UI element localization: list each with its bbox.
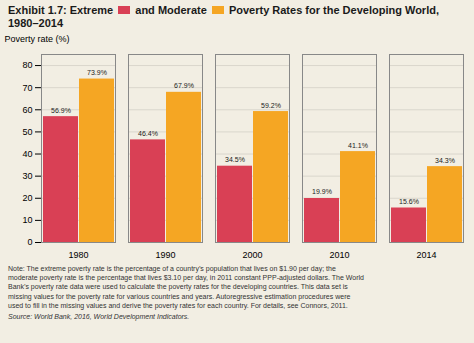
svg-text:20: 20 <box>22 193 32 203</box>
svg-text:0: 0 <box>27 237 32 247</box>
svg-text:34.5%: 34.5% <box>225 156 245 163</box>
svg-text:59.2%: 59.2% <box>261 102 281 109</box>
svg-text:60: 60 <box>22 105 32 115</box>
svg-text:19.9%: 19.9% <box>312 188 332 195</box>
svg-text:80: 80 <box>22 60 32 70</box>
svg-text:73.9%: 73.9% <box>87 69 107 76</box>
svg-text:50: 50 <box>22 127 32 137</box>
svg-text:2010: 2010 <box>329 250 349 260</box>
svg-text:70: 70 <box>22 83 32 93</box>
svg-text:1990: 1990 <box>155 250 175 260</box>
svg-text:41.1%: 41.1% <box>348 142 368 149</box>
svg-text:15.6%: 15.6% <box>399 198 419 205</box>
html-text:and Moderate: and Moderate <box>132 4 210 16</box>
html-text:Exhibit 1.7: Extreme: Exhibit 1.7: Extreme <box>8 4 117 16</box>
svg-text:46.4%: 46.4% <box>138 130 158 137</box>
svg-text:30: 30 <box>22 171 32 181</box>
svg-text:40: 40 <box>22 149 32 159</box>
html-text:Poverty Rates for the Developi: Poverty Rates for the Developing World, … <box>8 4 439 29</box>
html-text:Note: The extreme poverty rate: Note: The extreme poverty rate is the pe… <box>8 265 364 309</box>
svg-text:10: 10 <box>22 215 32 225</box>
html-text:Source: World Bank, 2016, Worl: Source: World Bank, 2016, World Developm… <box>8 313 190 320</box>
svg-text:34.3%: 34.3% <box>435 157 455 164</box>
svg-text:67.9%: 67.9% <box>174 82 194 89</box>
svg-text:Poverty rate (%): Poverty rate (%) <box>5 34 70 44</box>
svg-text:2014: 2014 <box>416 250 436 260</box>
svg-text:1980: 1980 <box>68 250 88 260</box>
svg-text:2000: 2000 <box>242 250 262 260</box>
svg-text:56.9%: 56.9% <box>51 107 71 114</box>
